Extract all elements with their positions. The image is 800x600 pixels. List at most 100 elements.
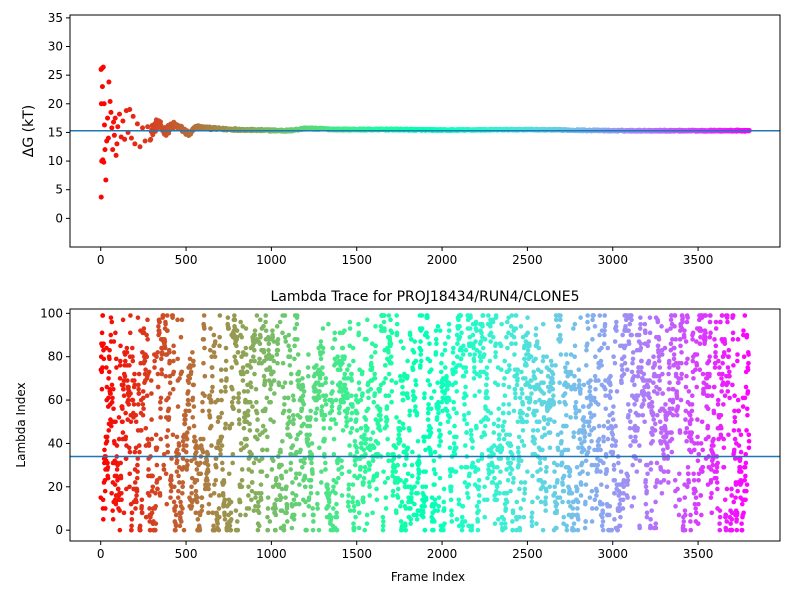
lambda-point: [511, 408, 517, 414]
lambda-point: [263, 406, 268, 412]
lambda-point: [320, 365, 325, 370]
lambda-point: [258, 334, 263, 340]
lambda-point: [650, 410, 656, 416]
lambda-point: [258, 482, 264, 487]
lambda-point: [322, 397, 328, 403]
lambda-point: [346, 486, 352, 492]
lambda-point: [502, 393, 508, 399]
lambda-point: [496, 517, 501, 522]
lambda-point: [189, 504, 195, 509]
lambda-point: [727, 369, 732, 375]
lambda-point: [669, 430, 674, 435]
lambda-point: [209, 443, 214, 448]
lambda-point: [533, 399, 538, 405]
lambda-point: [400, 397, 406, 403]
lambda-point: [479, 456, 485, 461]
lambda-point: [675, 404, 681, 409]
lambda-point: [130, 397, 136, 403]
lambda-point: [502, 358, 508, 364]
lambda-point: [643, 477, 648, 483]
lambda-point: [253, 386, 259, 392]
lambda-point: [285, 425, 290, 431]
lambda-point: [139, 510, 145, 516]
lambda-point: [125, 397, 131, 403]
lambda-point: [589, 488, 595, 494]
lambda-point: [461, 412, 467, 418]
lambda-point: [416, 469, 422, 474]
lambda-point: [266, 341, 272, 346]
lambda-point: [458, 313, 463, 318]
lambda-point: [264, 356, 269, 362]
lambda-point: [229, 421, 235, 427]
lambda-point: [377, 406, 383, 412]
lambda-point: [365, 425, 370, 431]
lambda-point: [157, 493, 163, 498]
lambda-point: [149, 391, 154, 396]
lambda-point: [629, 313, 634, 318]
lambda-point: [585, 449, 591, 455]
lambda-point: [602, 313, 608, 318]
lambda-point: [717, 527, 723, 533]
lambda-point: [543, 508, 548, 513]
lambda-point: [598, 447, 603, 453]
x-tick-label: 2000: [427, 253, 458, 267]
lambda-point: [538, 499, 544, 505]
lambda-point: [691, 471, 696, 477]
lambda-point: [644, 488, 650, 494]
lambda-point: [254, 313, 260, 318]
lambda-point: [418, 352, 424, 357]
lambda-point: [691, 477, 697, 483]
lambda-point: [660, 371, 665, 377]
lambda-point: [558, 313, 563, 318]
lambda-point: [469, 527, 475, 533]
lambda-point: [262, 378, 268, 383]
lambda-point: [607, 504, 613, 509]
lambda-point: [294, 436, 299, 442]
lambda-point: [528, 384, 533, 390]
lambda-point: [608, 389, 613, 394]
lambda-point: [397, 419, 402, 425]
lambda-point: [470, 332, 476, 338]
lambda-point: [529, 523, 535, 529]
lambda-point: [600, 527, 606, 533]
lambda-point: [713, 354, 718, 360]
lambda-point: [522, 356, 527, 362]
lambda-point: [159, 371, 165, 377]
lambda-point: [709, 393, 715, 399]
lambda-point: [306, 352, 311, 357]
lambda-point: [185, 389, 191, 394]
lambda-point: [493, 341, 499, 346]
lambda-point: [207, 415, 213, 420]
lambda-point: [236, 391, 242, 396]
lambda-point: [624, 367, 630, 373]
lambda-point: [105, 464, 111, 470]
lambda-point: [436, 495, 442, 500]
lambda-point: [350, 482, 356, 487]
lambda-point: [129, 517, 135, 522]
lambda-point: [177, 480, 182, 485]
lambda-point: [573, 410, 579, 416]
lambda-point: [699, 328, 704, 333]
lambda-point: [432, 482, 437, 487]
lambda-point: [241, 389, 247, 394]
lambda-point: [620, 506, 626, 511]
lambda-point: [302, 475, 308, 481]
lambda-point: [99, 386, 105, 392]
lambda-point: [636, 412, 642, 418]
lambda-point: [227, 425, 233, 431]
lambda-point: [175, 317, 180, 323]
lambda-point: [106, 369, 112, 375]
lambda-point: [180, 438, 186, 444]
lambda-trace-title: Lambda Trace for PROJ18434/RUN4/CLONE5: [270, 289, 579, 305]
lambda-point: [714, 464, 720, 470]
lambda-point: [271, 358, 277, 364]
lambda-point: [162, 339, 168, 344]
lambda-point: [695, 458, 701, 464]
lambda-point: [294, 449, 299, 455]
lambda-point: [163, 321, 168, 327]
lambda-point: [288, 371, 294, 377]
lambda-point: [284, 519, 290, 524]
lambda-point: [173, 527, 178, 533]
lambda-point: [251, 354, 256, 360]
lambda-point: [511, 456, 516, 461]
